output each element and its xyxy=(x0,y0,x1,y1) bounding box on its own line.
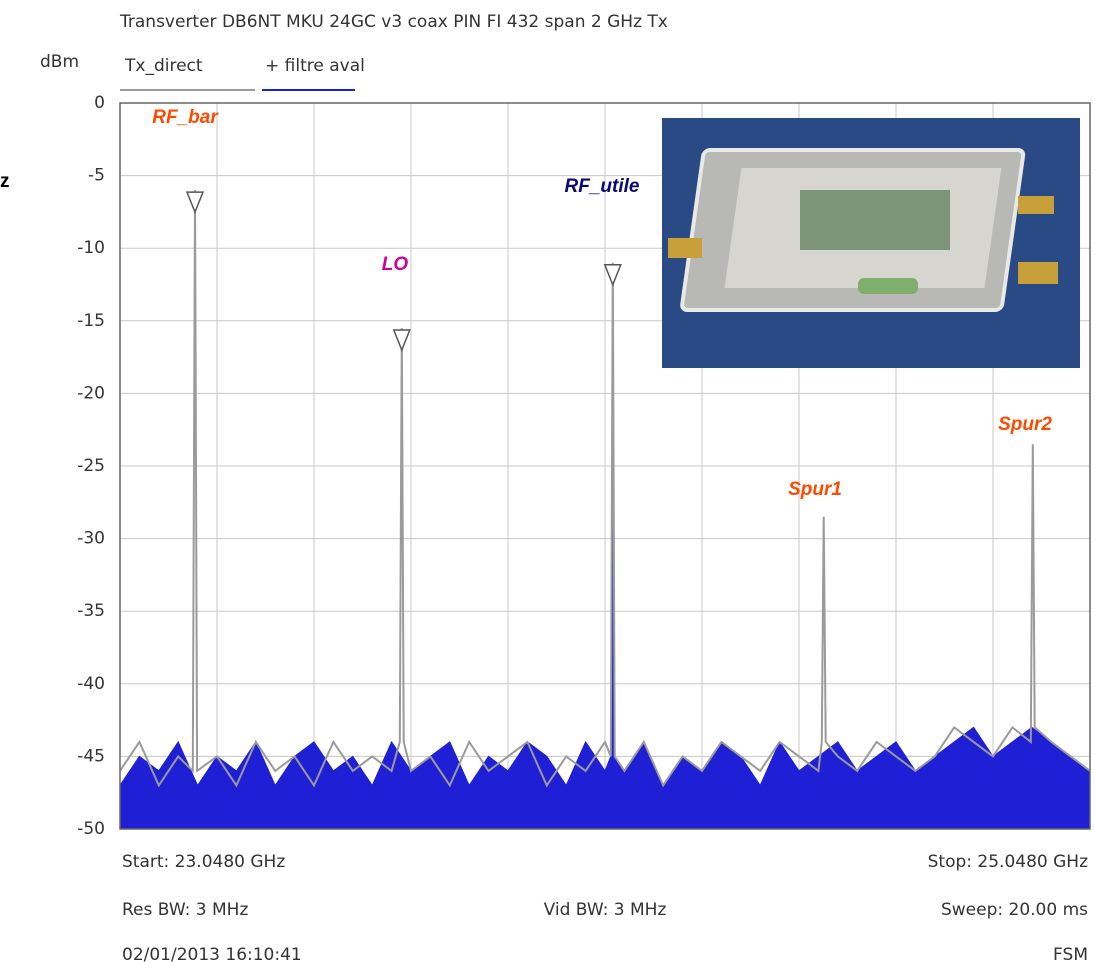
y-axis-label: dBm xyxy=(40,52,79,72)
peak-marker xyxy=(392,329,411,353)
photo-inset xyxy=(662,118,1080,368)
photo-connector xyxy=(1018,196,1054,214)
y-tick-label: -10 xyxy=(77,238,105,258)
y-tick-label: -25 xyxy=(77,456,105,476)
plot-area: 0 -5 -10 -15 -20 -25 -30 -35 -40 -45 -50 RF_bar LO RF… xyxy=(77,93,1091,839)
legend: Tx_direct + filtre aval xyxy=(120,56,365,91)
footer-timestamp: 02/01/2013 16:10:41 xyxy=(122,945,302,965)
photo-connector xyxy=(668,238,702,258)
y-tick-label: -5 xyxy=(88,166,105,186)
annotation-label: Spur2 xyxy=(998,414,1052,435)
footer-device: FSM xyxy=(1053,945,1088,965)
plot-border xyxy=(119,102,1091,830)
annotation-label: LO xyxy=(382,254,409,275)
y-tick-label: -50 xyxy=(77,819,105,839)
y-tick-label: -40 xyxy=(77,674,105,694)
footer-res-bw: Res BW: 3 MHz xyxy=(122,900,248,920)
chart-title: Transverter DB6NT MKU 24GC v3 coax PIN F… xyxy=(119,12,668,32)
photo-resistor xyxy=(858,278,918,294)
y-tick-label: 0 xyxy=(94,93,105,113)
edge-text: z xyxy=(0,171,10,192)
legend-label: + filtre aval xyxy=(265,56,365,76)
peak-marker xyxy=(603,263,622,287)
footer-sweep: Sweep: 20.00 ms xyxy=(941,900,1088,920)
annotation-label: RF_bar xyxy=(152,107,219,128)
y-tick-label: -15 xyxy=(77,311,105,331)
y-tick-label: -20 xyxy=(77,383,105,403)
annotation-label: Spur1 xyxy=(788,479,842,500)
y-tick-label: -30 xyxy=(77,529,105,549)
footer-vid-bw: Vid BW: 3 MHz xyxy=(544,900,667,920)
y-tick-label: -45 xyxy=(77,746,105,766)
photo-pcb xyxy=(800,190,950,250)
spectrum-line xyxy=(119,190,1091,788)
y-tick-label: -35 xyxy=(77,601,105,621)
footer-stop: Stop: 25.0480 GHz xyxy=(928,852,1088,872)
photo-connector xyxy=(1018,262,1058,284)
legend-label: Tx_direct xyxy=(124,56,203,76)
annotation-label: RF_utile xyxy=(565,176,640,197)
peak-marker xyxy=(185,191,205,215)
footer-start: Start: 23.0480 GHz xyxy=(122,852,285,872)
